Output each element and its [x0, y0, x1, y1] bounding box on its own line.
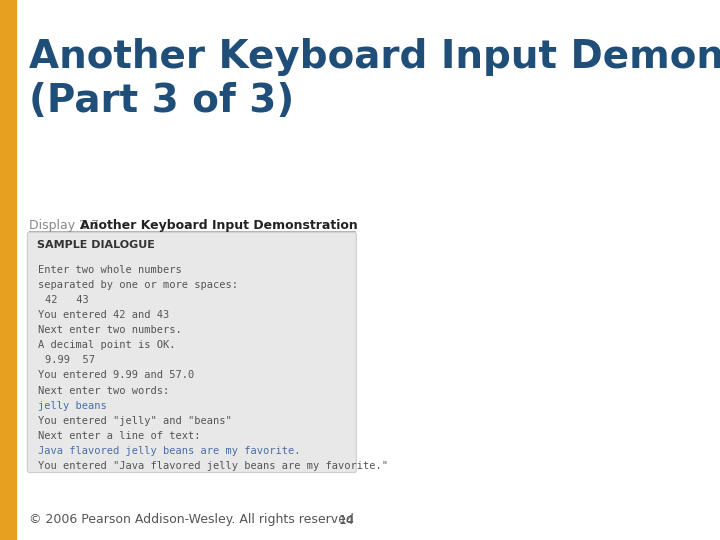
Text: You entered "Java flavored jelly beans are my favorite.": You entered "Java flavored jelly beans a… — [38, 461, 388, 471]
Text: You entered "jelly" and "beans": You entered "jelly" and "beans" — [38, 416, 232, 426]
FancyBboxPatch shape — [27, 232, 356, 472]
Text: 42   43: 42 43 — [45, 295, 89, 305]
Text: You entered 9.99 and 57.0: You entered 9.99 and 57.0 — [38, 370, 194, 381]
Text: Another Keyboard Input Demonstration: Another Keyboard Input Demonstration — [81, 219, 358, 232]
Text: Another Keyboard Input Demonstration
(Part 3 of 3): Another Keyboard Input Demonstration (Pa… — [30, 38, 720, 120]
Text: Next enter a line of text:: Next enter a line of text: — [38, 431, 201, 441]
Text: Next enter two words:: Next enter two words: — [38, 386, 170, 396]
Text: SAMPLE DIALOGUE: SAMPLE DIALOGUE — [37, 240, 154, 251]
Text: 9.99  57: 9.99 57 — [45, 355, 95, 366]
Bar — [0, 0, 17, 540]
Text: You entered 42 and 43: You entered 42 and 43 — [38, 310, 170, 320]
Text: separated by one or more spaces:: separated by one or more spaces: — [38, 280, 238, 290]
Text: © 2006 Pearson Addison-Wesley. All rights reserved: © 2006 Pearson Addison-Wesley. All right… — [30, 514, 354, 526]
Text: 14: 14 — [339, 514, 354, 526]
Text: Java flavored jelly beans are my favorite.: Java flavored jelly beans are my favorit… — [38, 446, 301, 456]
Text: A decimal point is OK.: A decimal point is OK. — [38, 340, 176, 350]
Text: jelly beans: jelly beans — [38, 401, 107, 411]
Text: Enter two whole numbers: Enter two whole numbers — [38, 265, 182, 275]
Text: Display 2.7: Display 2.7 — [30, 219, 99, 232]
Text: Next enter two numbers.: Next enter two numbers. — [38, 325, 182, 335]
